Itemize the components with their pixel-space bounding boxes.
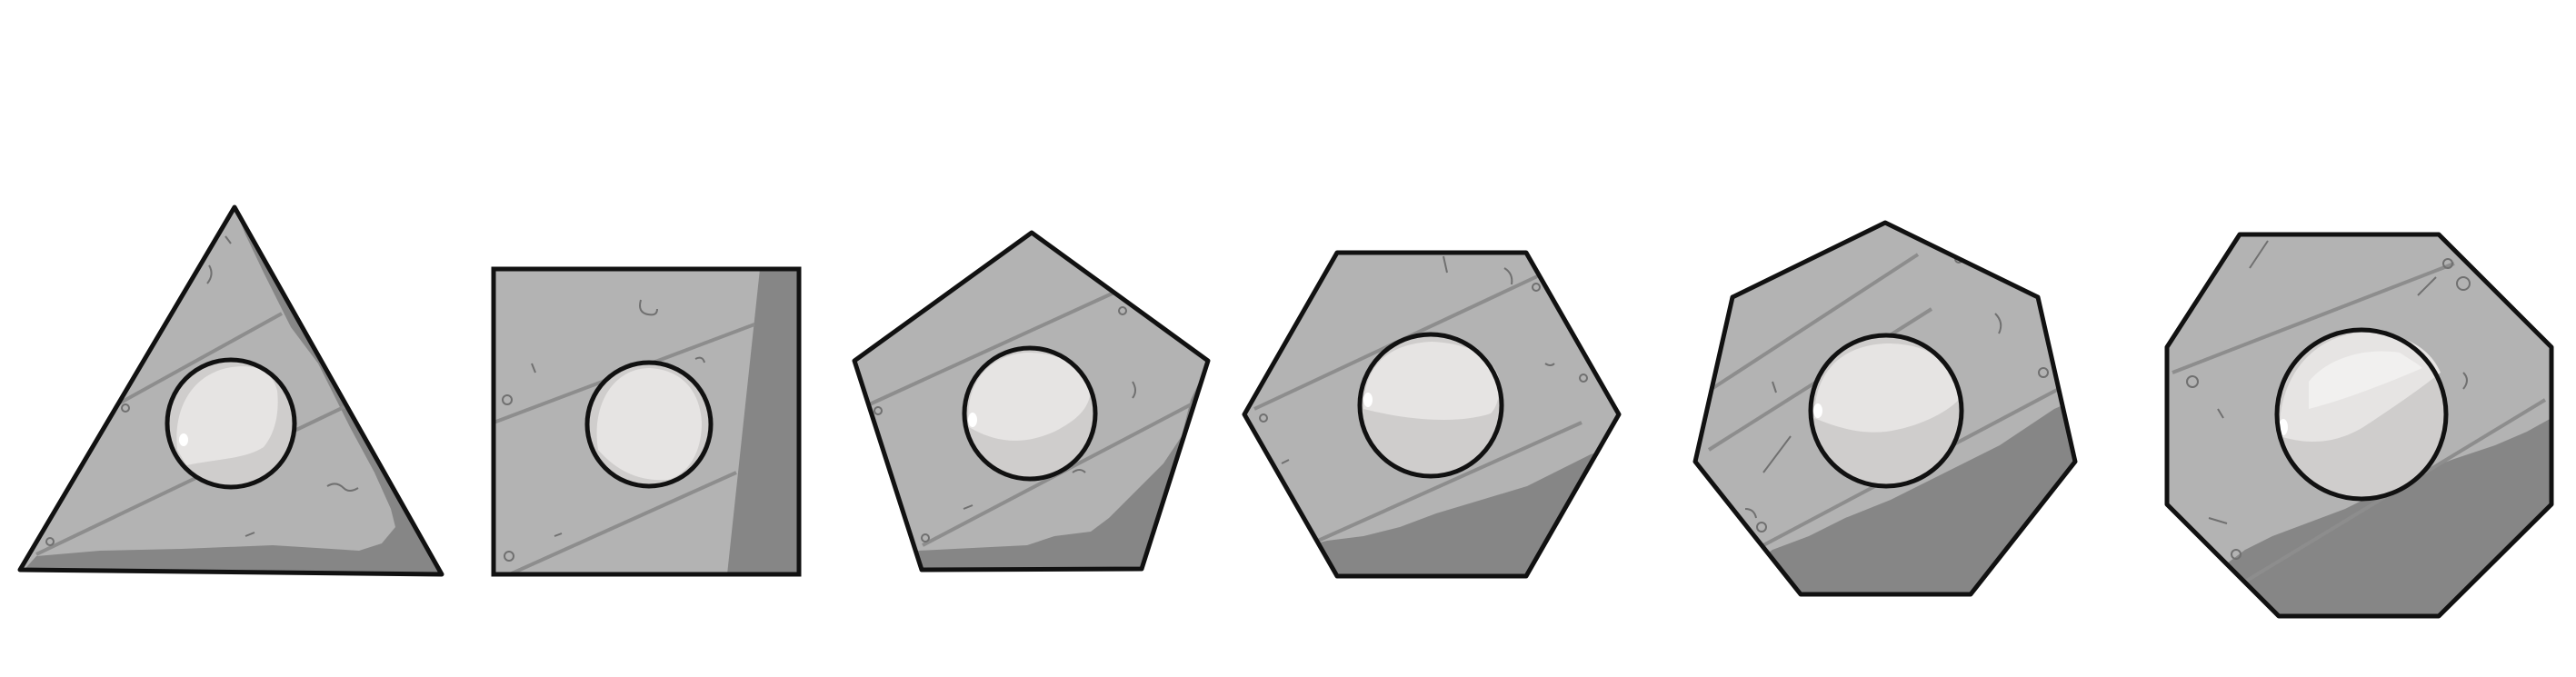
tile-shadow — [2218, 418, 2551, 616]
gem-icon — [962, 345, 1098, 482]
gem-icon — [165, 357, 297, 490]
tile-shadow — [909, 363, 1208, 570]
heptagon-tile[interactable] — [1692, 220, 2082, 600]
tile-shadow — [1754, 400, 2075, 594]
gem-icon — [1357, 332, 1504, 479]
square-tile[interactable] — [491, 266, 802, 582]
gem-icon — [2274, 327, 2449, 502]
octagon-tile[interactable] — [2164, 232, 2559, 627]
hexagon-tile[interactable] — [1242, 250, 1627, 582]
pentagon-tile[interactable] — [852, 230, 1218, 582]
gem-icon — [584, 360, 714, 489]
triangle-tile[interactable] — [17, 204, 445, 582]
gem-icon — [1808, 333, 1964, 489]
tile-shadow — [727, 269, 799, 574]
